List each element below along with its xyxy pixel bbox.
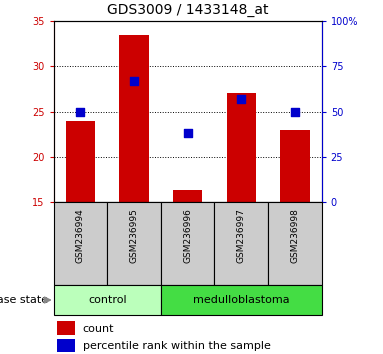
Point — [77, 109, 83, 114]
Bar — [66, 120, 95, 202]
Text: GSM236998: GSM236998 — [290, 209, 300, 263]
Text: GSM236994: GSM236994 — [76, 209, 85, 263]
Text: control: control — [88, 295, 126, 305]
Bar — [57, 321, 75, 335]
Bar — [280, 130, 309, 202]
Text: disease state: disease state — [0, 295, 48, 305]
Point — [292, 109, 298, 114]
Bar — [161, 202, 214, 285]
Text: GSM236995: GSM236995 — [129, 209, 139, 263]
Text: GSM236997: GSM236997 — [237, 209, 246, 263]
Bar — [214, 202, 268, 285]
Title: GDS3009 / 1433148_at: GDS3009 / 1433148_at — [107, 4, 268, 17]
Bar — [227, 93, 256, 202]
Point — [238, 96, 244, 102]
Bar — [268, 202, 322, 285]
Bar — [173, 190, 203, 202]
Point — [131, 78, 137, 84]
Text: medulloblastoma: medulloblastoma — [193, 295, 290, 305]
Bar — [107, 202, 161, 285]
Text: percentile rank within the sample: percentile rank within the sample — [83, 341, 270, 351]
Bar — [161, 285, 322, 315]
Text: GSM236996: GSM236996 — [183, 209, 192, 263]
Point — [185, 130, 191, 136]
Bar — [54, 202, 107, 285]
Bar — [54, 285, 161, 315]
Bar — [57, 339, 75, 352]
Bar — [119, 35, 149, 202]
Text: count: count — [83, 324, 114, 333]
